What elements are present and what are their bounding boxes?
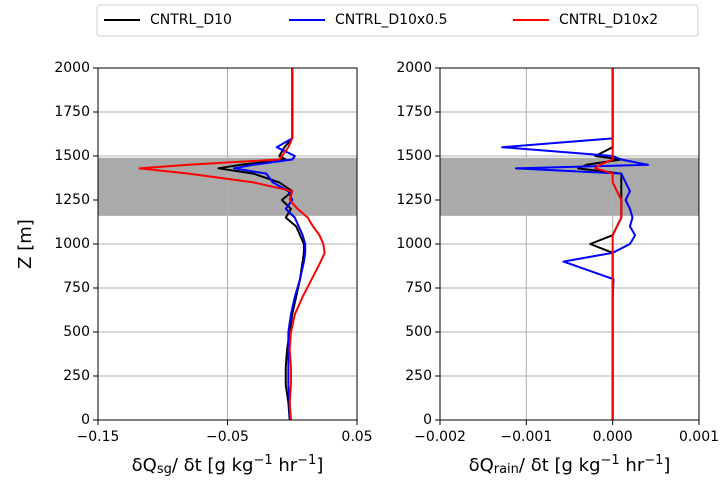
- legend-label: CNTRL_D10: [150, 12, 232, 28]
- y-tick-label: 1250: [54, 192, 90, 208]
- x-axis-label-part: ]: [316, 455, 323, 476]
- y-tick-label: 750: [405, 280, 432, 296]
- x-axis-label-part: δQ: [469, 455, 494, 476]
- y-tick-label: 2000: [54, 60, 90, 76]
- y-tick-label: 500: [63, 324, 90, 340]
- axes-frame: [439, 67, 700, 421]
- legend-label: CNTRL_D10x2: [559, 12, 658, 28]
- x-tick-label: 0.05: [341, 429, 372, 445]
- y-tick-label: 2000: [396, 60, 432, 76]
- y-tick-label: 250: [63, 368, 90, 384]
- y-tick-label: 1750: [54, 104, 90, 120]
- x-axis-label-part: rain: [494, 462, 519, 477]
- profile-line: [594, 68, 623, 420]
- y-tick-label: 1750: [396, 104, 432, 120]
- y-tick-label: 750: [63, 280, 90, 296]
- x-axis-label: δQsg/ δt [g kg−1 hr−1]: [132, 453, 324, 477]
- x-axis-label-part: hr: [273, 455, 298, 476]
- y-tick-label: 1000: [396, 236, 432, 252]
- x-tick-label: 0.000: [593, 429, 633, 445]
- y-tick-label: 0: [81, 412, 90, 428]
- y-tick-label: 1500: [396, 148, 432, 164]
- profile-line: [138, 68, 326, 421]
- legend-box: [96, 4, 699, 37]
- x-axis-label-part: sg: [157, 462, 172, 477]
- y-axis-label: Z [m]: [15, 219, 36, 269]
- x-axis-label-part: −1: [644, 453, 663, 468]
- x-axis-label-part: ]: [663, 455, 670, 476]
- x-axis-label-part: −1: [297, 453, 316, 468]
- x-tick-label: −0.15: [77, 429, 120, 445]
- x-axis-label-part: −1: [601, 453, 620, 468]
- y-tick-label: 250: [405, 368, 432, 384]
- profile-line: [232, 68, 307, 420]
- x-axis-label-part: / δt [g kg: [519, 455, 601, 476]
- x-axis-label-part: δQ: [132, 455, 157, 476]
- y-tick-label: 500: [405, 324, 432, 340]
- axes-frame: [97, 67, 358, 421]
- y-tick-label: 0: [423, 412, 432, 428]
- x-axis-label-part: −1: [253, 453, 272, 468]
- x-axis-label: δQrain/ δt [g kg−1 hr−1]: [469, 453, 671, 477]
- legend-label: CNTRL_D10x0.5: [335, 12, 447, 28]
- x-tick-label: 0.001: [679, 429, 719, 445]
- x-axis-label-part: / δt [g kg: [172, 455, 254, 476]
- x-tick-label: −0.05: [206, 429, 249, 445]
- y-tick-label: 1500: [54, 148, 90, 164]
- x-tick-label: −0.002: [414, 429, 466, 445]
- x-tick-label: −0.001: [500, 429, 552, 445]
- x-axis-label-part: hr: [620, 455, 645, 476]
- y-tick-label: 1000: [54, 236, 90, 252]
- y-tick-label: 1250: [396, 192, 432, 208]
